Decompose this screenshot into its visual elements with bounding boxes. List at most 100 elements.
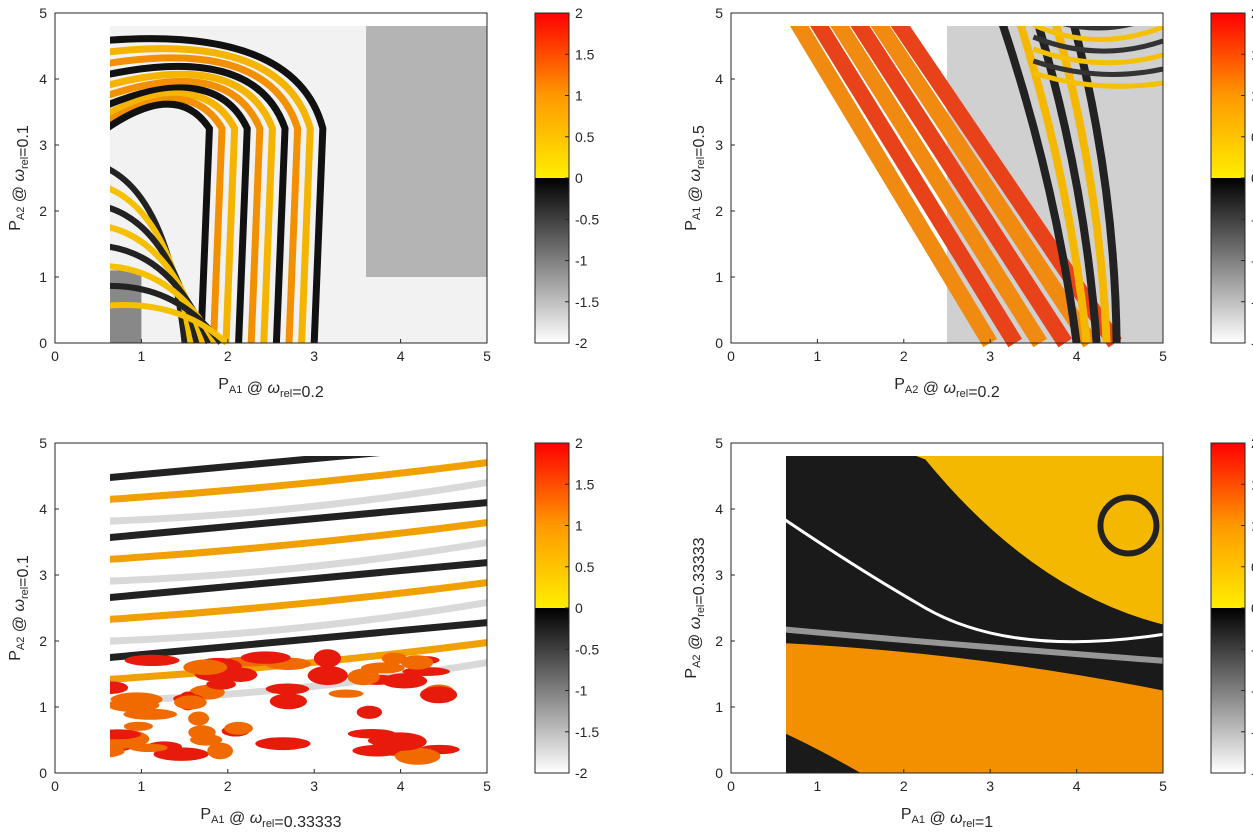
x-axis-label: PA1 @ ωrel=1	[901, 806, 993, 831]
heatmap-image	[786, 26, 1164, 348]
chart-panel-4: 0 1 2 3 4 5 0 1 2 3 4 5 PA1 @ ωrel=1 PA2 @ ωrel=0.333…	[676, 430, 1253, 831]
colorbar-tick-label: 2	[575, 5, 583, 21]
colorbar-tick-label: 1	[575, 518, 583, 534]
colorbar-tick-label: 1	[575, 88, 583, 104]
x-tick-label: 4	[1073, 348, 1081, 364]
x-tick-label: 4	[1073, 778, 1081, 794]
colorbar-tick-label: 0	[575, 170, 583, 186]
chart-panel-3: 0 1 2 3 4 5 0 1 2 3 4 5 PA1 @ ωrel=0.33333 PA2 @ ωrel…	[0, 430, 600, 831]
x-axis-label: PA1 @ ωrel=0.33333	[200, 806, 341, 831]
y-tick-label: 1	[715, 269, 723, 285]
y-tick-label: 1	[39, 699, 47, 715]
y-tick-label: 5	[715, 5, 723, 21]
heatmap-image	[110, 26, 487, 346]
y-tick-label: 0	[715, 765, 723, 781]
colorbar-tick-label: 0.5	[1251, 559, 1253, 575]
colorbar-tick-label: -0.5	[1251, 641, 1253, 657]
colorbar-tick-label: 0	[1251, 600, 1253, 616]
y-tick-label: 2	[715, 633, 723, 649]
heatmap-image	[110, 456, 488, 773]
chart-svg-1: 0 1 2 3 4 5 0 1 2 3 4 5 PA1 @ ωrel=0.2 PA2 @ ωrel=0.1…	[7, 5, 599, 401]
colorbar-tick-label: 1.5	[1251, 476, 1253, 492]
x-tick-label: 2	[900, 778, 908, 794]
colorbar-tick-label: 1.5	[575, 46, 595, 62]
colorbar-tick-label: -1.5	[1251, 294, 1253, 310]
colorbar-tick-label: 0	[575, 600, 583, 616]
y-tick-label: 0	[39, 335, 47, 351]
x-tick-label: 5	[1159, 348, 1167, 364]
plot-frame	[730, 442, 1164, 774]
colorbar-tick-label: 1	[1251, 88, 1253, 104]
y-tick-label: 4	[39, 71, 47, 87]
x-tick-label: 1	[814, 778, 822, 794]
chart-svg-3: 0 1 2 3 4 5 0 1 2 3 4 5 PA1 @ ωrel=0.33333 PA2 @ ωrel…	[7, 435, 599, 831]
colorbar-tick-label: -1	[1251, 683, 1253, 699]
x-tick-label: 0	[51, 348, 59, 364]
y-tick-label: 3	[39, 567, 47, 583]
y-axis-label: PA2 @ ωrel=0.33333	[683, 537, 708, 678]
colorbar-tick-label: -0.5	[575, 641, 599, 657]
colorbar-tick-label: 1.5	[575, 476, 595, 492]
x-tick-label: 5	[483, 348, 491, 364]
colorbar-tick-label: -1.5	[575, 724, 599, 740]
x-tick-label: 2	[224, 778, 232, 794]
y-axis-label: PA2 @ ωrel=0.1	[7, 555, 32, 661]
y-tick-label: 1	[39, 269, 47, 285]
x-tick-label: 1	[814, 348, 822, 364]
colorbar-tick-label: 2	[1251, 5, 1253, 21]
x-tick-label: 3	[986, 778, 994, 794]
x-tick-label: 3	[310, 778, 318, 794]
chart-svg-4: 0 1 2 3 4 5 0 1 2 3 4 5 PA1 @ ωrel=1 PA2 @ ωrel=0.333…	[683, 435, 1253, 831]
colorbar-tick-label: 2	[1251, 435, 1253, 451]
y-tick-label: 4	[715, 71, 723, 87]
colorbar-tick-label: 1.5	[1251, 46, 1253, 62]
x-tick-label: 4	[397, 778, 405, 794]
plot-frame	[730, 12, 1164, 344]
x-axis-label: PA1 @ ωrel=0.2	[218, 376, 324, 401]
y-tick-label: 3	[715, 567, 723, 583]
x-tick-label: 3	[310, 348, 318, 364]
y-tick-label: 5	[39, 5, 47, 21]
y-tick-label: 5	[715, 435, 723, 451]
colorbar	[534, 12, 570, 344]
colorbar-tick-label: -1	[575, 683, 588, 699]
plot-frame	[54, 442, 488, 774]
x-tick-label: 2	[224, 348, 232, 364]
colorbar	[534, 442, 570, 774]
x-tick-label: 1	[138, 348, 146, 364]
y-tick-label: 4	[715, 501, 723, 517]
y-axis-label: PA1 @ ωrel=0.5	[683, 125, 708, 231]
chart-svg-2: 0 1 2 3 4 5 0 1 2 3 4 5 PA2 @ ωrel=0.2 PA1 @ ωrel=0.5…	[683, 5, 1253, 401]
colorbar-tick-label: -0.5	[1251, 211, 1253, 227]
colorbar-tick-label: 0	[1251, 170, 1253, 186]
chart-panel-2: 0 1 2 3 4 5 0 1 2 3 4 5 PA2 @ ωrel=0.2 PA1 @ ωrel=0.5…	[676, 0, 1253, 401]
colorbar-tick-label: -2	[1251, 765, 1253, 781]
colorbar-tick-label: -2	[575, 335, 588, 351]
colorbar-tick-label: -0.5	[575, 211, 599, 227]
colorbar-tick-label: -1	[1251, 253, 1253, 269]
colorbar-tick-label: -1	[575, 253, 588, 269]
colorbar	[1210, 442, 1246, 774]
colorbar-tick-label: 0.5	[1251, 129, 1253, 145]
x-axis-label: PA2 @ ωrel=0.2	[894, 376, 1000, 401]
y-tick-label: 2	[39, 633, 47, 649]
y-tick-label: 0	[39, 765, 47, 781]
colorbar-tick-label: 0.5	[575, 129, 595, 145]
colorbar-tick-label: 1	[1251, 518, 1253, 534]
x-tick-label: 1	[138, 778, 146, 794]
colorbar-tick-label: -1.5	[1251, 724, 1253, 740]
x-tick-label: 5	[1159, 778, 1167, 794]
y-tick-label: 3	[39, 137, 47, 153]
colorbar-tick-label: -2	[1251, 335, 1253, 351]
heatmap-image	[786, 456, 1164, 773]
x-tick-label: 0	[51, 778, 59, 794]
y-tick-label: 3	[715, 137, 723, 153]
plot-frame	[54, 12, 488, 344]
colorbar-tick-label: 2	[575, 435, 583, 451]
colorbar-tick-label: 0.5	[575, 559, 595, 575]
x-tick-label: 2	[900, 348, 908, 364]
y-tick-label: 2	[715, 203, 723, 219]
x-tick-label: 4	[397, 348, 405, 364]
y-tick-label: 1	[715, 699, 723, 715]
x-tick-label: 3	[986, 348, 994, 364]
